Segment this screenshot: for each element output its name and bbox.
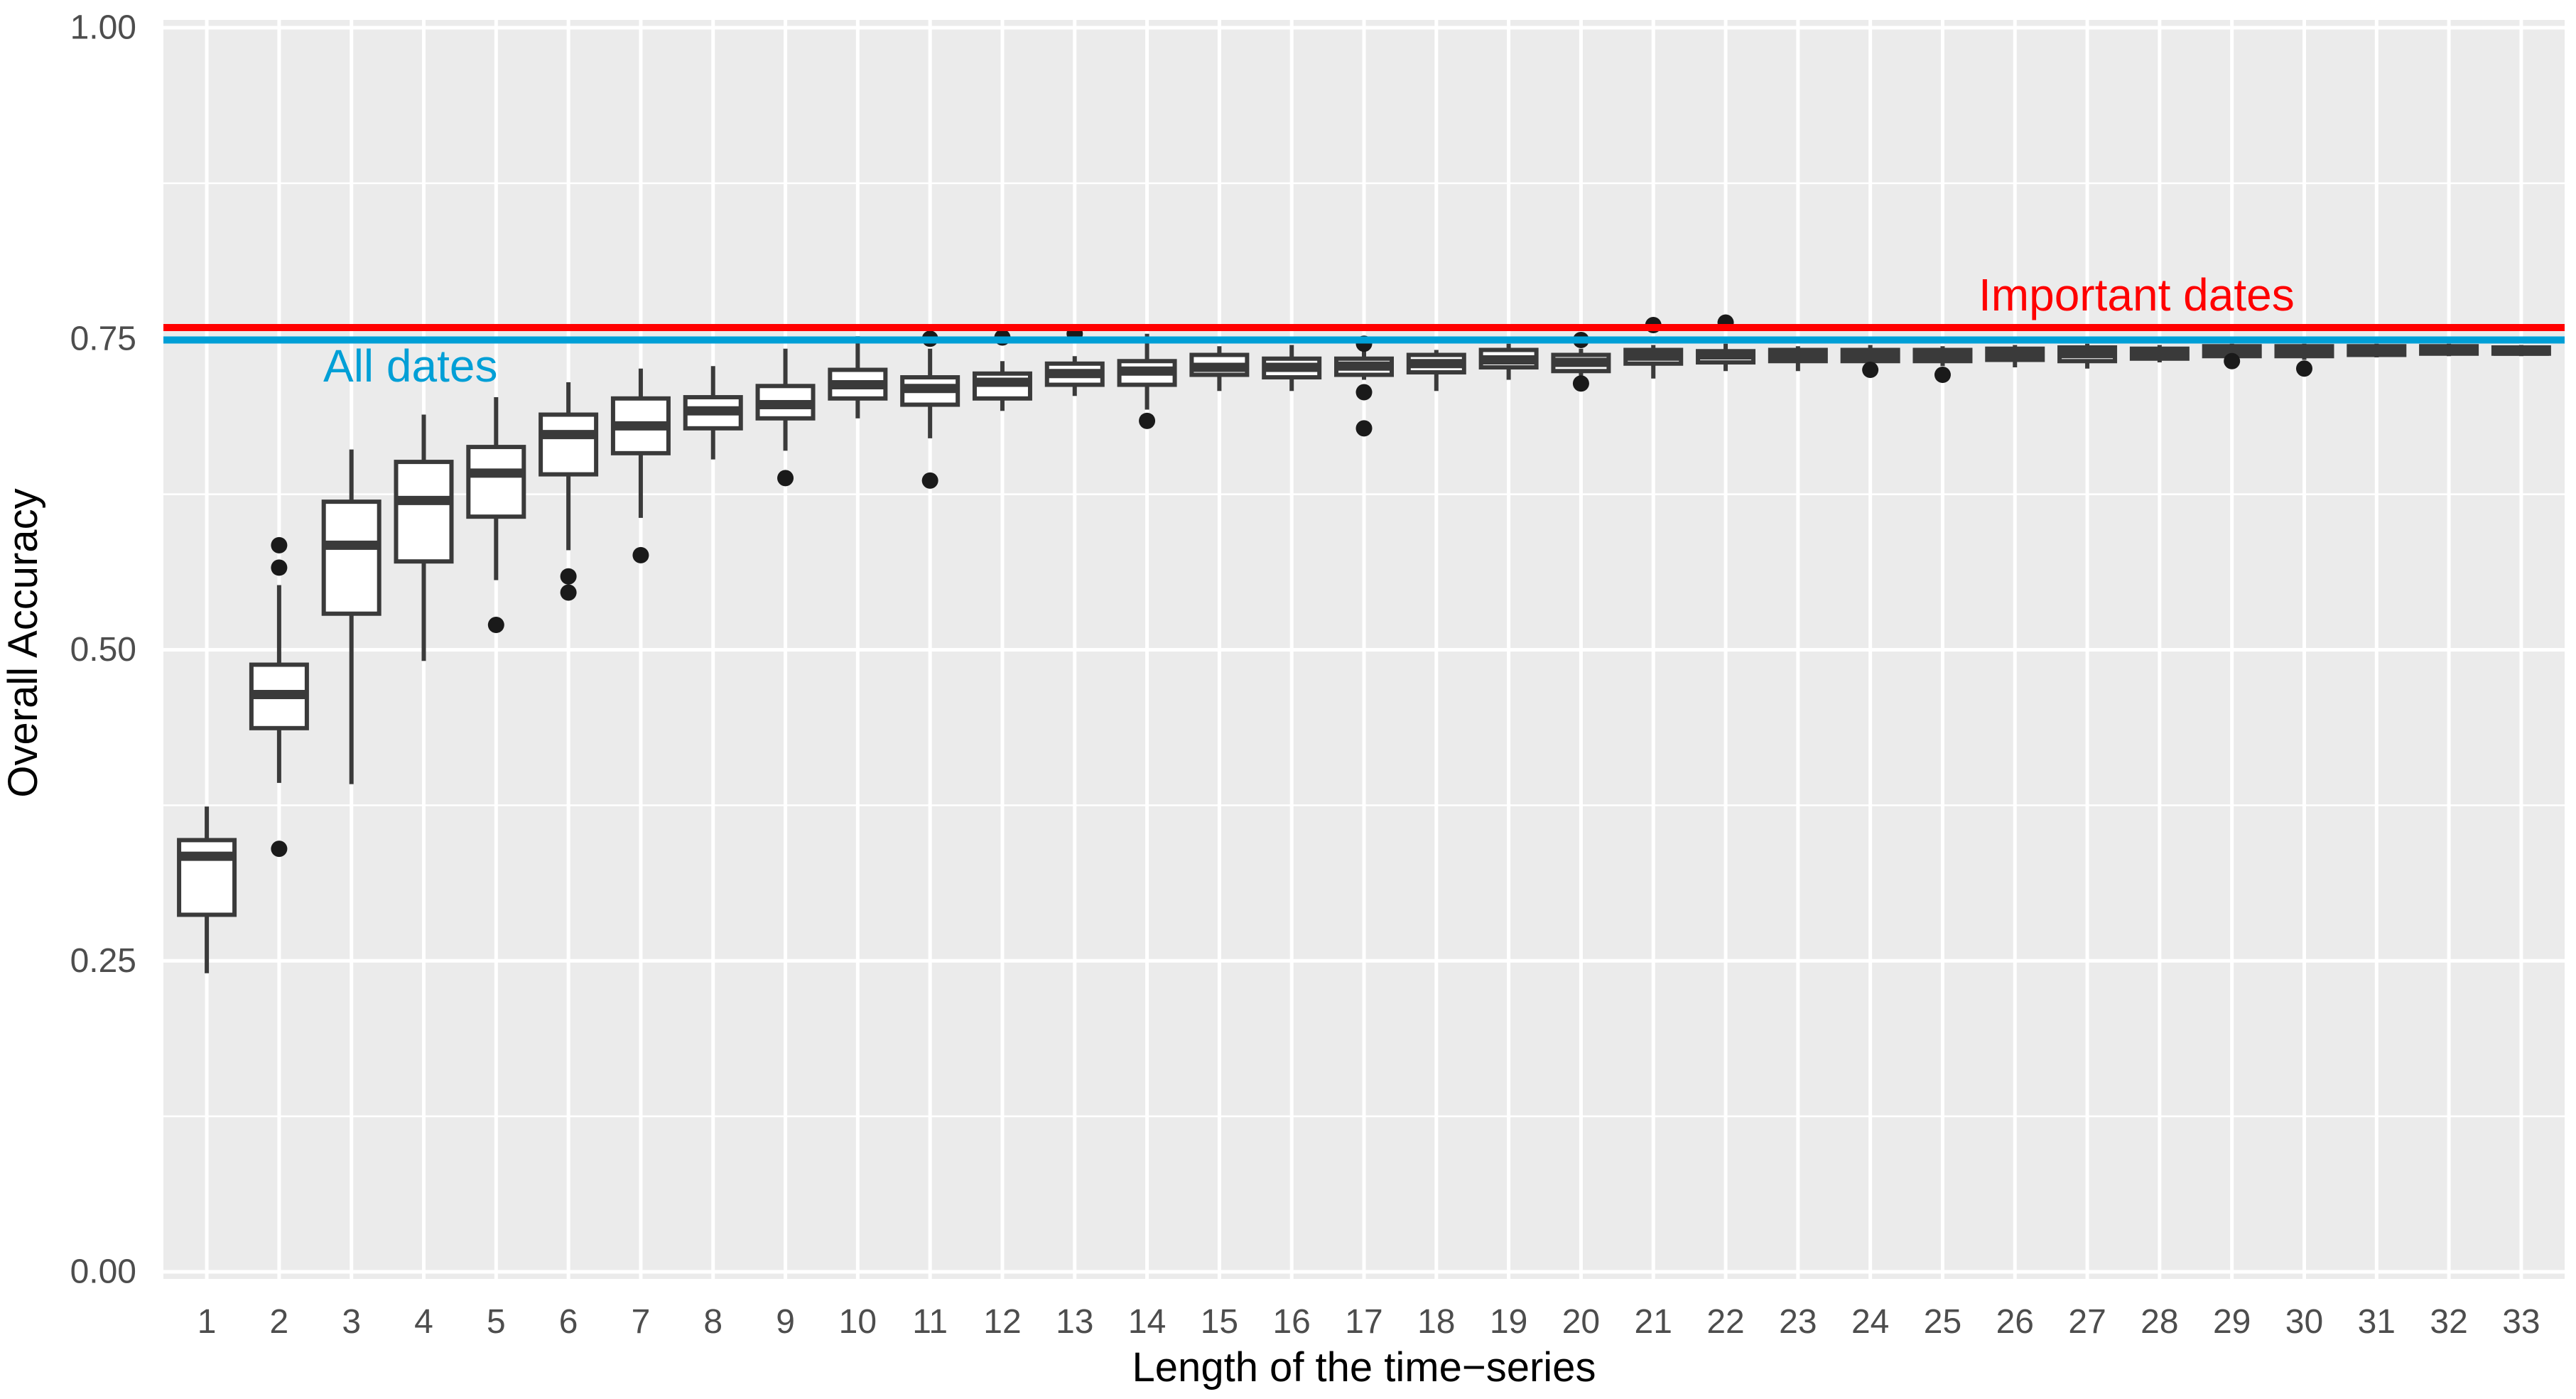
y-tick-label: 0.00: [70, 1253, 136, 1291]
outlier-point: [1862, 362, 1879, 379]
outlier-point: [271, 841, 288, 858]
box: [394, 460, 454, 564]
x-tick-label: 15: [1201, 1303, 1238, 1341]
x-tick-label: 2: [270, 1303, 289, 1341]
y-tick-label: 0.25: [70, 942, 136, 980]
x-tick-label: 4: [414, 1303, 433, 1341]
x-tick-label: 33: [2502, 1303, 2540, 1341]
x-tick-label: 29: [2213, 1303, 2251, 1341]
box: [177, 838, 237, 917]
y-tick-label: 0.75: [70, 320, 136, 357]
x-tick-label: 25: [1924, 1303, 1961, 1341]
outlier-point: [921, 472, 938, 489]
outlier-point: [2295, 360, 2312, 377]
x-tick-label: 22: [1706, 1303, 1744, 1341]
box: [539, 412, 599, 477]
x-tick-label: 7: [632, 1303, 651, 1341]
important-dates-label: Important dates: [1979, 269, 2295, 320]
x-tick-label: 23: [1779, 1303, 1817, 1341]
y-axis-title: Overall Accuracy: [0, 488, 46, 797]
x-tick-label: 19: [1490, 1303, 1527, 1341]
y-tick-label: 1.00: [70, 9, 136, 47]
outlier-point: [271, 536, 288, 553]
outlier-point: [1355, 420, 1373, 437]
x-tick-label: 24: [1851, 1303, 1889, 1341]
outlier-point: [1139, 412, 1156, 429]
x-tick-label: 31: [2358, 1303, 2396, 1341]
x-tick-label: 21: [1635, 1303, 1672, 1341]
box: [321, 499, 381, 616]
x-tick-label: 32: [2430, 1303, 2467, 1341]
box: [466, 445, 526, 519]
x-tick-label: 8: [703, 1303, 723, 1341]
outlier-point: [1355, 384, 1373, 401]
outlier-point: [271, 559, 288, 576]
x-tick-label: 27: [2068, 1303, 2106, 1341]
outlier-point: [632, 546, 649, 563]
outlier-point: [777, 470, 794, 487]
x-tick-label: 14: [1128, 1303, 1166, 1341]
x-tick-label: 3: [342, 1303, 361, 1341]
x-tick-label: 9: [776, 1303, 795, 1341]
y-tick-label: 0.50: [70, 631, 136, 669]
x-tick-label: 11: [912, 1303, 948, 1341]
x-tick-label: 30: [2285, 1303, 2323, 1341]
x-tick-label: 10: [839, 1303, 877, 1341]
x-tick-label: 18: [1417, 1303, 1455, 1341]
x-tick-label: 5: [487, 1303, 506, 1341]
outlier-point: [560, 568, 577, 585]
outlier-point: [2224, 352, 2241, 369]
x-tick-label: 1: [197, 1303, 217, 1341]
outlier-point: [1572, 375, 1589, 392]
x-tick-label: 20: [1562, 1303, 1600, 1341]
x-tick-label: 17: [1345, 1303, 1382, 1341]
x-axis-title: Length of the time−series: [1132, 1344, 1596, 1390]
x-tick-label: 6: [559, 1303, 578, 1341]
x-tick-label: 16: [1272, 1303, 1310, 1341]
outlier-point: [1934, 367, 1951, 384]
outlier-point: [487, 616, 504, 633]
x-tick-label: 12: [983, 1303, 1021, 1341]
outlier-point: [560, 584, 577, 601]
x-tick-label: 28: [2141, 1303, 2178, 1341]
x-tick-label: 13: [1056, 1303, 1093, 1341]
x-tick-label: 26: [1996, 1303, 2034, 1341]
all-dates-label: All dates: [323, 340, 497, 391]
